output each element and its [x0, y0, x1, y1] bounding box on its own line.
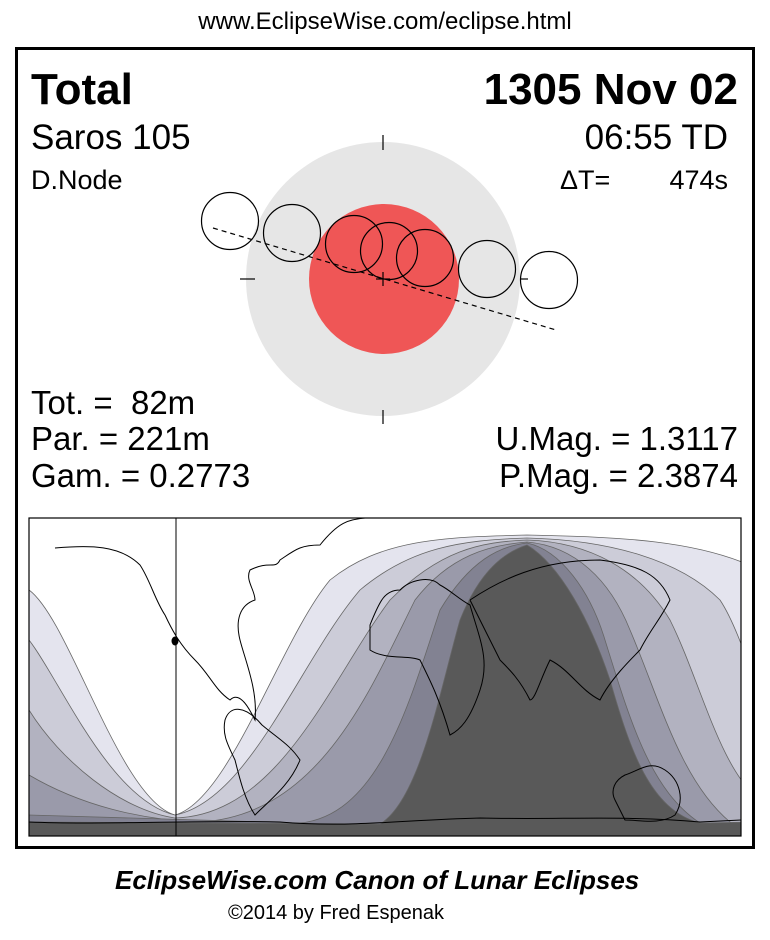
totality-duration: Tot. = 82m — [31, 384, 196, 421]
moon-position-u2 — [324, 214, 384, 274]
footer-title: EclipseWise.com Canon of Lunar Eclipses — [115, 865, 640, 895]
coastline-antarctica — [29, 817, 741, 825]
coastline-north-america — [54, 518, 366, 722]
moon-position-u4 — [457, 239, 517, 299]
footer-copyright: ©2014 by Fred Espenak — [228, 902, 444, 924]
eclipse-frame — [15, 47, 755, 849]
saros: Saros 105 — [31, 118, 191, 157]
moon-position-greatest — [359, 221, 419, 281]
eclipse-type: Total — [31, 65, 133, 114]
greatest-eclipse-point — [171, 636, 179, 646]
eclipse-time: 06:55 TD — [584, 118, 728, 157]
delta-t-label: ΔT= — [560, 165, 611, 195]
gamma: Gam. = 0.2773 — [31, 457, 251, 494]
coastline-south-america — [223, 708, 301, 816]
eclipse-date: 1305 Nov 02 — [483, 65, 738, 114]
coastline-australia — [612, 765, 681, 822]
partial-duration: Par. = 221m — [31, 420, 210, 457]
visibility-map — [28, 517, 742, 837]
node: D.Node — [31, 165, 123, 195]
moon-position-u3 — [395, 228, 455, 288]
coastline-asia — [469, 559, 671, 701]
moon-path-line — [212, 227, 557, 331]
header-url: www.EclipseWise.com/eclipse.html — [198, 8, 572, 35]
coastline-europe-africa — [369, 579, 485, 736]
delta-t-value: 474s — [669, 165, 728, 195]
band-total — [29, 544, 741, 836]
moon-position-p1 — [200, 191, 260, 251]
moon-position-u1 — [262, 203, 322, 263]
umbral-magnitude: U.Mag. = 1.3117 — [495, 420, 738, 457]
moon-position-p4 — [519, 250, 579, 310]
penumbral-magnitude: P.Mag. = 2.3874 — [499, 457, 738, 494]
